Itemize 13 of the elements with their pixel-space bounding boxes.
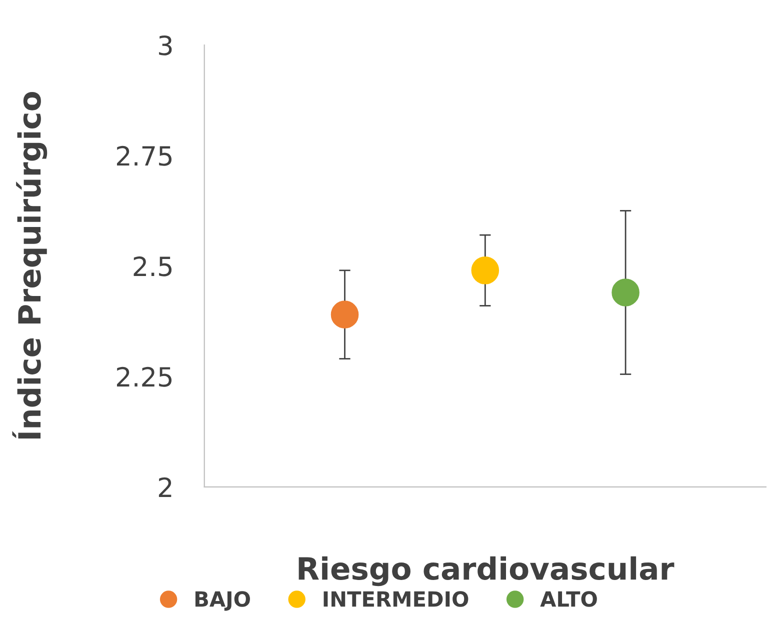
x-axis-title: Riesgo cardiovascular xyxy=(298,556,674,586)
point xyxy=(612,278,640,306)
legend-label: INTERMEDIO xyxy=(324,591,468,607)
y-axis-title: Índice Prequirúrgico xyxy=(12,92,48,438)
point xyxy=(330,300,359,328)
legend-label: BAJO xyxy=(195,591,250,611)
point xyxy=(471,256,500,284)
y-tick-label: 2.25 xyxy=(116,366,172,387)
y-tick-label: 2.75 xyxy=(116,146,172,166)
y-tick-label: 2 xyxy=(158,477,172,497)
y-tick-label: 2.5 xyxy=(134,256,172,276)
legend-label: ALTO xyxy=(540,591,597,607)
y-tick-label: 3 xyxy=(159,35,172,56)
